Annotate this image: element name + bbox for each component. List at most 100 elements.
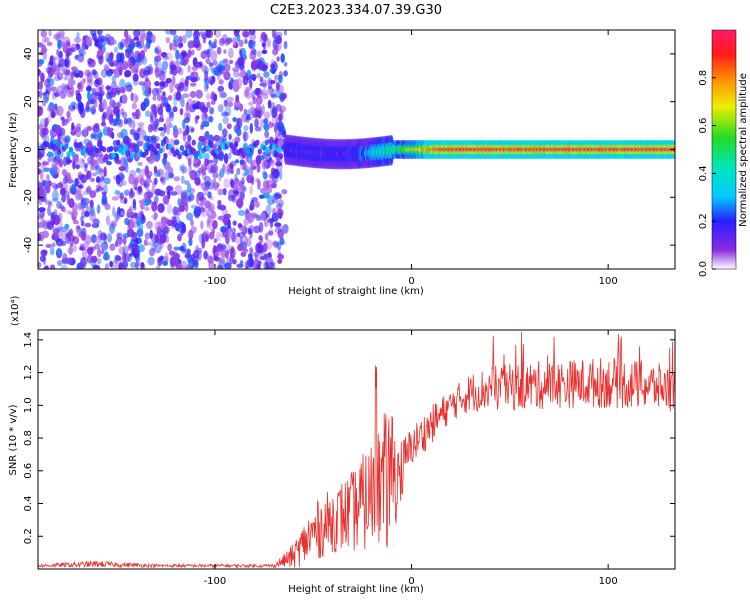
noise-speck: [101, 199, 109, 207]
noise-speck: [200, 104, 206, 113]
noise-speck: [202, 36, 207, 44]
noise-speck: [243, 218, 250, 226]
noise-speck: [45, 84, 52, 95]
noise-speck: [223, 99, 228, 108]
noise-speck: [133, 177, 139, 187]
noise-speck: [198, 196, 207, 202]
noise-speck: [187, 40, 195, 49]
noise-speck: [120, 210, 125, 216]
y-tick-label: 1.4: [23, 332, 34, 348]
noise-speck: [68, 246, 73, 255]
noise-speck: [198, 233, 205, 244]
noise-speck: [281, 130, 286, 138]
noise-speck: [234, 159, 240, 164]
noise-speck: [187, 157, 192, 167]
noise-speck: [145, 179, 153, 184]
noise-speck: [193, 208, 199, 218]
signal-speck: [144, 149, 149, 156]
noise-speck: [265, 153, 272, 163]
noise-speck: [194, 76, 201, 81]
noise-speck: [169, 256, 176, 267]
noise-speck: [120, 42, 125, 49]
noise-speck: [252, 58, 259, 68]
noise-speck: [236, 117, 243, 129]
noise-speck: [80, 231, 86, 241]
noise-speck: [278, 193, 282, 200]
noise-speck: [217, 199, 222, 206]
noise-speck: [149, 114, 154, 124]
noise-speck: [218, 204, 227, 211]
noise-speck: [237, 222, 243, 229]
noise-speck: [243, 125, 249, 132]
noise-speck: [159, 81, 166, 87]
noise-speck: [124, 69, 132, 78]
noise-speck: [118, 165, 126, 172]
noise-speck: [56, 249, 63, 257]
noise-speck: [268, 173, 276, 180]
noise-speck: [223, 213, 232, 219]
noise-speck: [178, 35, 183, 43]
noise-speck: [279, 105, 287, 113]
noise-speck: [64, 57, 71, 69]
noise-speck: [258, 90, 264, 95]
noise-speck: [128, 243, 135, 249]
noise-speck: [240, 251, 247, 257]
noise-speck: [95, 176, 101, 183]
noise-speck: [267, 86, 274, 95]
noise-speck: [224, 262, 232, 269]
noise-speck: [59, 187, 66, 197]
noise-speck: [236, 167, 241, 175]
noise-speck: [103, 166, 107, 177]
noise-speck: [276, 56, 280, 62]
noise-speck: [157, 106, 164, 115]
signal-speck: [111, 152, 116, 159]
noise-speck: [77, 56, 85, 61]
noise-speck: [226, 168, 231, 175]
noise-speck: [204, 200, 211, 209]
noise-speck: [208, 231, 215, 240]
noise-speck: [270, 178, 277, 184]
noise-speck: [80, 215, 84, 223]
noise-speck: [151, 121, 158, 131]
noise-speck: [153, 125, 159, 132]
noise-speck: [144, 199, 150, 207]
noise-speck: [71, 183, 76, 192]
noise-speck: [78, 183, 85, 189]
noise-speck: [75, 164, 80, 170]
noise-speck: [270, 101, 276, 111]
noise-speck: [175, 91, 182, 101]
noise-speck: [125, 36, 131, 42]
noise-speck: [155, 154, 161, 159]
noise-speck: [204, 70, 209, 81]
noise-speck: [119, 86, 126, 94]
noise-speck: [154, 68, 159, 74]
noise-speck: [233, 106, 240, 111]
noise-speck: [41, 127, 49, 136]
noise-speck: [98, 92, 103, 103]
noise-speck: [168, 172, 174, 179]
noise-speck: [187, 196, 192, 203]
noise-speck: [121, 111, 128, 119]
chart-title: C2E3.2023.334.07.39.G30: [270, 3, 442, 18]
noise-speck: [263, 111, 271, 119]
noise-speck: [185, 124, 190, 136]
noise-speck: [270, 79, 276, 85]
noise-speck: [39, 89, 43, 99]
noise-speck: [128, 193, 134, 200]
noise-speck: [256, 163, 261, 173]
noise-speck: [212, 172, 219, 179]
noise-speck: [49, 247, 55, 256]
noise-speck: [241, 30, 250, 38]
noise-speck: [177, 67, 184, 76]
noise-speck: [164, 164, 171, 172]
noise-speck: [178, 42, 184, 48]
noise-speck: [273, 32, 277, 43]
noise-speck: [96, 248, 102, 258]
noise-speck: [146, 135, 153, 143]
noise-speck: [46, 41, 53, 47]
noise-speck: [263, 118, 269, 124]
noise-speck: [178, 220, 183, 227]
noise-speck: [202, 120, 210, 128]
noise-speck: [205, 58, 211, 65]
noise-speck: [116, 213, 121, 220]
